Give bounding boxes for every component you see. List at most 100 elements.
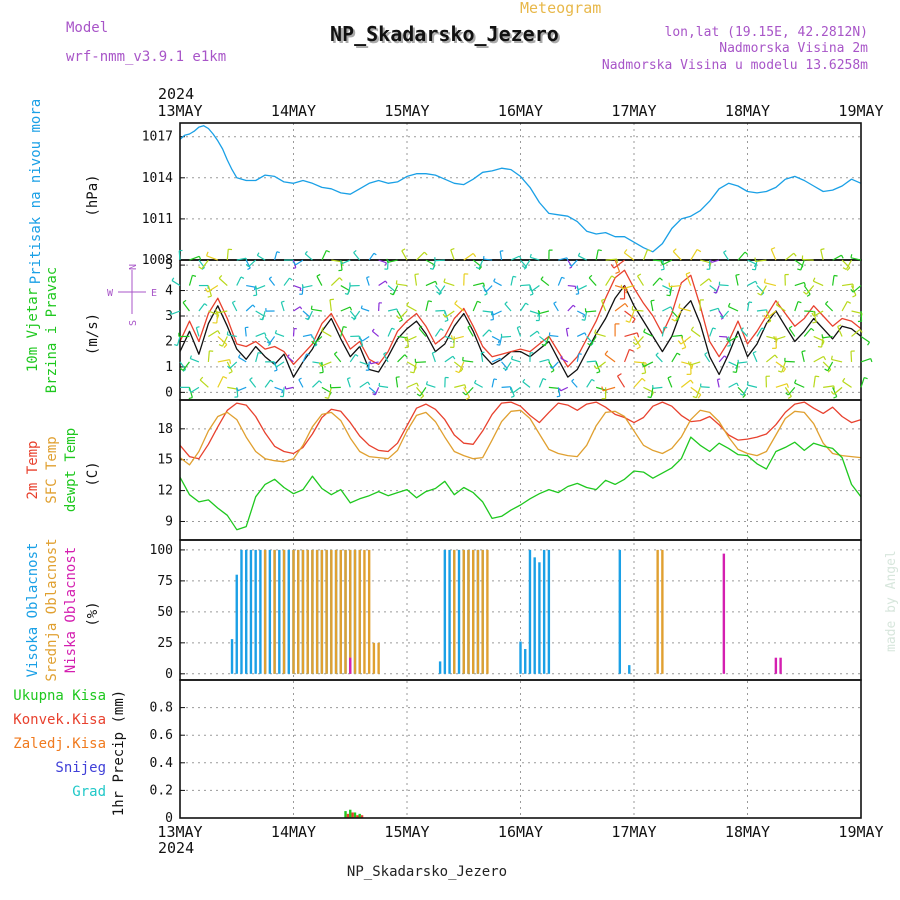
wind-barb-flag (247, 267, 251, 271)
bar-cloud-cloud_mid (282, 549, 286, 674)
bar-cloud-cloud_mid (377, 642, 380, 674)
wind-barb (378, 280, 386, 287)
wind-barb (226, 361, 233, 372)
wind-barb-flag (482, 282, 485, 287)
wind-barb-flag (793, 252, 797, 257)
wind-barb-flag (591, 378, 595, 382)
wind-barb-flag (289, 277, 293, 281)
wind-barb-flag (830, 355, 833, 360)
wind-barb (493, 280, 502, 287)
wind-barb (353, 310, 361, 320)
wind-barb-flag (481, 351, 485, 354)
wind-barb (637, 275, 644, 286)
wind-barb (176, 336, 181, 346)
line-pressure-pressure (179, 125, 862, 253)
bar-cloud-cloud_high (268, 549, 272, 674)
wind-barb-flag (227, 365, 231, 369)
wind-barb-flag (204, 288, 209, 293)
wind-barb-flag (569, 263, 572, 267)
wind-barb (613, 259, 625, 269)
wind-barb (558, 257, 568, 261)
wind-barb (842, 380, 852, 388)
wind-barb (482, 285, 488, 294)
wind-barb (302, 284, 313, 289)
wind-barb (752, 352, 758, 363)
bar-precip-precip_total (344, 811, 347, 818)
wind-barb (188, 387, 193, 398)
y-tick-label: 0.6 (150, 728, 173, 743)
y-tick-label: 0 (165, 667, 173, 682)
wind-barb-flag (395, 280, 398, 285)
wind-barb (588, 277, 597, 286)
wind-barb (397, 335, 408, 339)
wind-barb (406, 305, 417, 312)
wind-barb (499, 251, 503, 261)
wind-barb (520, 284, 530, 287)
wind-barb-flag (811, 312, 815, 317)
wind-barb (540, 278, 550, 287)
wind-barb (756, 309, 767, 312)
bar-cloud-cloud_mid (363, 549, 366, 674)
wind-barb-flag (575, 293, 579, 295)
wind-barb (458, 361, 465, 373)
wind-barb (700, 386, 710, 388)
date-label-bottom: 17MAY (611, 823, 656, 841)
wind-barb (530, 256, 540, 261)
wind-barb-flag (396, 315, 400, 320)
model-label: Model (66, 20, 109, 36)
bar-cloud-cloud_high (254, 549, 257, 674)
bar-cloud-cloud_high (457, 549, 461, 674)
wind-barb-flag (347, 377, 351, 380)
wind-barb-flag (625, 288, 628, 294)
wind-barb (512, 386, 521, 394)
wind-barb (501, 361, 508, 370)
bar-cloud-cloud_mid (462, 549, 465, 674)
wind-barb-flag (523, 266, 528, 270)
wind-barb (851, 329, 861, 337)
wind-barb-flag (550, 369, 555, 373)
wind-barb (491, 378, 495, 388)
wind-barb (255, 310, 265, 317)
wind-barb-flag (761, 327, 766, 331)
wind-barb (405, 335, 417, 342)
bar-cloud-cloud_high (628, 665, 631, 674)
wind-barb (548, 386, 559, 390)
wind-barb-flag (438, 292, 442, 296)
y-tick-label: 1014 (142, 171, 173, 186)
wind-barb (764, 282, 777, 287)
wind-barb-flag (817, 345, 822, 348)
bar-precip-precip_conv (360, 815, 364, 818)
wind-barb (485, 285, 493, 293)
wind-barb-flag (529, 288, 533, 292)
wind-barb (529, 310, 539, 315)
wind-barb-flag (218, 275, 223, 279)
bar-cloud-cloud_mid (453, 549, 456, 674)
wind-barb (311, 308, 322, 312)
wind-barb-flag (205, 251, 209, 256)
wind-barb-flag (636, 332, 640, 338)
wind-barb-flag (806, 293, 811, 297)
wind-barb-flag (655, 352, 659, 356)
product-title: Meteogram (520, 0, 602, 17)
wind-barb-flag (169, 311, 172, 315)
wind-barb-flag (727, 344, 731, 347)
wind-barb (238, 356, 247, 363)
wind-barb (766, 335, 778, 340)
wind-barb (510, 255, 520, 261)
wind-barb (770, 248, 777, 261)
wind-barb-flag (512, 275, 517, 278)
wind-barb (370, 361, 379, 365)
wind-barb-flag (207, 295, 212, 298)
bar-cloud-cloud_mid (301, 549, 305, 674)
wind-barb (832, 387, 838, 397)
wind-barb (784, 360, 795, 363)
wind-barb-flag (601, 298, 606, 301)
wind-barb-flag (311, 340, 315, 345)
wind-barb (623, 349, 630, 363)
wind-barb (387, 285, 396, 292)
wind-barb-flag (752, 350, 757, 354)
wind-barb (262, 310, 266, 320)
wind-barb-flag (529, 293, 534, 296)
wind-barb-flag (493, 278, 496, 282)
wind-barb (775, 383, 788, 388)
